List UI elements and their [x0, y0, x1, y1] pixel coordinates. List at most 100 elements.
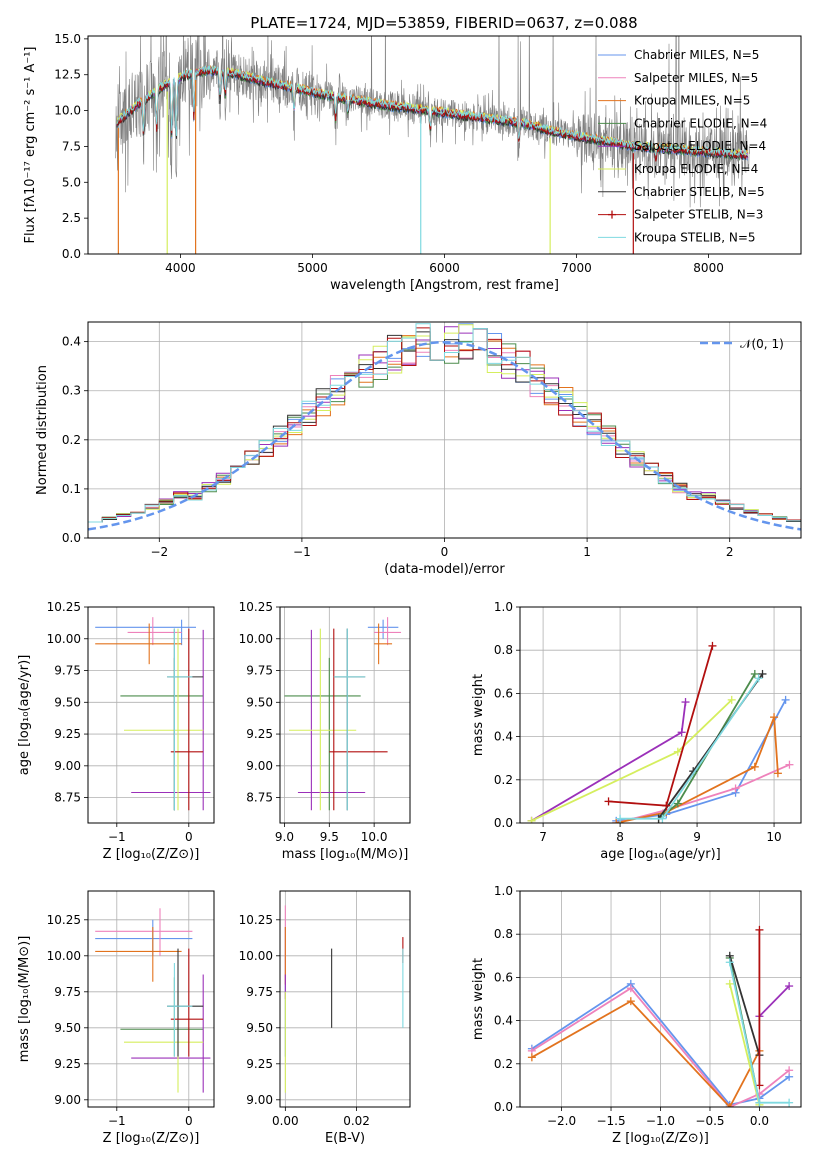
age_vs_mass-points — [284, 617, 402, 811]
y-tick-label: 0.4 — [494, 1014, 513, 1028]
y-tick-label: 9.25 — [54, 1057, 81, 1071]
y-axis-label: mass weight — [471, 674, 486, 756]
residual_hist-frame — [87, 321, 802, 539]
x-tick-label: −1 — [108, 830, 126, 844]
y-tick-label: 9.75 — [54, 985, 81, 999]
y-tick-label: 10.25 — [239, 600, 273, 614]
x-tick-label: 7 — [539, 830, 547, 844]
y-tick-label: 7.5 — [62, 139, 81, 153]
x-tick-label: 0 — [185, 830, 193, 844]
y-tick-label: 10.00 — [239, 632, 273, 646]
y-tick-label: 10.00 — [47, 632, 81, 646]
y-axis-label: mass [log₁₀(M/M⊙)] — [17, 936, 32, 1063]
x-tick-label: 4000 — [165, 261, 196, 275]
legend-label: Kroupa MILES, N=5 — [634, 94, 750, 108]
y-tick-label: 1.0 — [494, 600, 513, 614]
y-tick-label: 0.3 — [62, 384, 81, 398]
y-tick-label: 9.00 — [54, 759, 81, 773]
y-tick-label: 0.0 — [494, 816, 513, 830]
y-tick-label: 9.25 — [246, 1057, 273, 1071]
mass_vs_Z-points — [95, 908, 211, 1093]
y-tick-label: 0.2 — [494, 773, 513, 787]
y-axis-label: age [log₁₀(age/yr)] — [17, 655, 32, 776]
y-tick-label: 10.00 — [239, 949, 273, 963]
x-axis-label: Z [log₁₀(Z/Z⊙)] — [103, 1131, 200, 1146]
weight_vs_age-frame — [519, 606, 802, 824]
x-tick-label: 9.0 — [275, 830, 294, 844]
x-axis-label: E(B-V) — [325, 1131, 365, 1146]
x-tick-label: −0.5 — [695, 1114, 724, 1128]
y-tick-label: 2.5 — [62, 211, 81, 225]
series-line-kroupa_stelib — [620, 677, 760, 820]
x-tick-label: 9.5 — [320, 830, 339, 844]
y-tick-label: 10.0 — [54, 104, 81, 118]
x-tick-label: 0 — [185, 1114, 193, 1128]
legend-label: Chabrier STELIB, N=5 — [634, 185, 765, 199]
y-axis-label: Normed distribution — [35, 365, 50, 495]
y-tick-label: 10.25 — [239, 913, 273, 927]
y-tick-label: 10.25 — [47, 913, 81, 927]
series-line-salpeter_miles — [615, 763, 790, 823]
y-tick-label: 5.0 — [62, 175, 81, 189]
y-tick-label: 0.1 — [62, 482, 81, 496]
mass_vs_Z-axes: −1 0 9.00 9.25 9.50 9.75 10.00 10.25 Z [log₁₀(Z/… — [17, 891, 214, 1146]
y-tick-label: 1.0 — [494, 884, 513, 898]
spectrum-legend: Chabrier MILES, N=5 Salpeter MILES, N=5 Kr… — [598, 48, 767, 244]
normal-curve — [88, 340, 801, 531]
y-tick-label: 0.0 — [62, 247, 81, 261]
residual_hist-axes: −2 −1 0 1 2 0.0 0.1 0.2 0.3 0.4 (data-model)/error… — [35, 322, 801, 577]
y-tick-label: 0.2 — [62, 433, 81, 447]
y-tick-label: 0.4 — [494, 730, 513, 744]
spectrum-title: PLATE=1724, MJD=53859, FIBERID=0637, z=0… — [250, 14, 637, 32]
x-tick-label: 8000 — [693, 261, 724, 275]
y-tick-label: 9.50 — [246, 695, 273, 709]
y-tick-label: 0.6 — [494, 686, 513, 700]
legend-label: Kroupa ELODIE, N=4 — [634, 162, 758, 176]
y-tick-label: 0.0 — [494, 1100, 513, 1114]
y-tick-label: 9.00 — [246, 759, 273, 773]
x-axis-label: (data-model)/error — [384, 562, 505, 577]
legend-label: Kroupa STELIB, N=5 — [634, 230, 756, 244]
y-tick-label: 0.0 — [62, 531, 81, 545]
y-tick-label: 9.75 — [246, 985, 273, 999]
y-tick-label: 9.25 — [54, 727, 81, 741]
y-tick-label: 9.25 — [246, 727, 273, 741]
legend-label: Salpeter MILES, N=5 — [634, 71, 758, 85]
x-axis-label: age [log₁₀(age/yr)] — [600, 847, 721, 862]
legend-label: Salpeter ELODIE, N=4 — [634, 139, 766, 153]
weight_vs_age-axes: 7 8 9 10 0.0 0.2 0.4 0.6 0.8 1.0 age [log₁₀(age/yr… — [471, 600, 801, 862]
series-line-salpeter_miles — [531, 987, 790, 1107]
y-axis-label: mass weight — [471, 958, 486, 1040]
mass_vs_ebv-frame — [279, 890, 411, 1108]
y-tick-label: 0.8 — [494, 643, 513, 657]
weight_vs_age-series — [527, 641, 794, 823]
y-tick-label: 0.2 — [494, 1057, 513, 1071]
x-axis-label: mass [log₁₀(M/M⊙)] — [282, 847, 409, 862]
x-tick-label: 6000 — [429, 261, 460, 275]
legend-label: Salpeter STELIB, N=3 — [634, 208, 763, 222]
y-tick-label: 0.8 — [494, 927, 513, 941]
age_vs_mass-axes: 9.0 9.5 10.0 8.75 9.00 9.25 9.50 9.75 10.00 10.25… — [239, 600, 410, 862]
x-tick-label: −1.5 — [596, 1114, 625, 1128]
x-tick-label: −2.0 — [547, 1114, 576, 1128]
age_vs_mass-frame — [279, 606, 411, 824]
hist-legend: 𝒩(0, 1) — [700, 337, 784, 351]
series-line-salpeter_elodie — [758, 985, 790, 1017]
series-line-kroupa_miles — [531, 1000, 761, 1107]
y-tick-label: 8.75 — [246, 791, 273, 805]
y-tick-label: 9.00 — [246, 1093, 273, 1107]
model-spectrum-kroupa_stelib — [116, 65, 749, 158]
y-axis-label: Flux [fλ10⁻¹⁷ erg cm⁻² s⁻¹ A⁻¹] — [23, 47, 38, 244]
series-line-kroupa_elodie — [728, 983, 761, 1106]
x-tick-label: 0.00 — [272, 1114, 299, 1128]
age_vs_Z-points — [95, 617, 211, 811]
x-tick-label: 0 — [441, 545, 449, 559]
x-axis-label: Z [log₁₀(Z/Z⊙)] — [103, 847, 200, 862]
legend-label: Chabrier MILES, N=5 — [634, 48, 759, 62]
x-tick-label: −1.0 — [646, 1114, 675, 1128]
mass_vs_Z-frame — [87, 890, 215, 1108]
spectrum-frame — [87, 35, 802, 255]
x-axis-label: wavelength [Angstrom, rest frame] — [330, 278, 559, 293]
y-tick-label: 9.50 — [54, 1021, 81, 1035]
